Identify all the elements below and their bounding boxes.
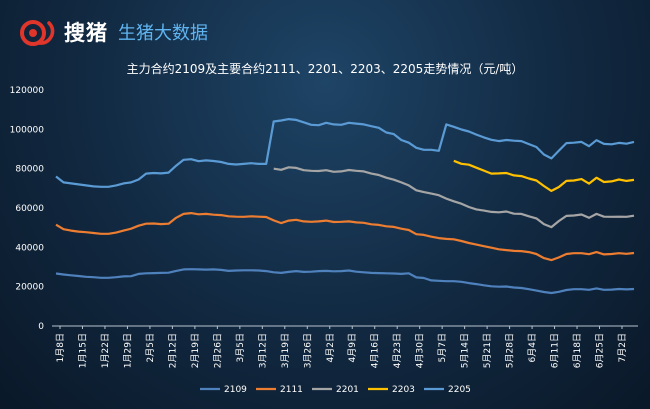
x-tick-label: 1月8日 [55,333,66,362]
y-tick-label: 120000 [10,86,45,96]
y-tick-label: 60000 [15,204,44,214]
y-tick-label: 40000 [15,243,44,253]
chart-title: 主力合约2109及主要合约2111、2201、2203、2205走势情况（元/吨… [126,62,524,76]
series-line-2109 [55,268,635,295]
x-tick-label: 4月23日 [392,333,403,368]
y-tick-label: 100000 [10,125,45,135]
x-tick-label: 6月11日 [550,333,561,368]
series-line-2203 [453,159,635,192]
series-lines [55,118,635,295]
axes: 0 20000 40000 60000 80000 100000 120000 1月8日 1月1… [10,86,638,368]
y-tick-label: 80000 [15,165,44,175]
x-tick-label: 5月28日 [505,333,516,368]
x-tick-label: 4月30日 [415,333,426,368]
x-tick-label: 6月4日 [527,333,538,362]
brand-header: 搜猪 生猪大数据 [18,14,208,50]
x-tick-label: 7月2日 [617,333,628,362]
x-tick-label: 2月26日 [212,333,223,368]
series-line-2201 [273,166,635,229]
series-line-2205 [55,118,635,188]
x-tick-label: 5月21日 [482,333,493,368]
pig-logo-icon [20,20,55,46]
x-tick-label: 3月19日 [280,333,291,368]
x-tick-label: 5月7日 [437,333,448,362]
x-tick-label: 3月12日 [257,333,268,368]
x-tick-label: 4月16日 [370,333,381,368]
legend-label-2111: 2111 [280,385,303,395]
x-tick-label: 2月12日 [167,333,178,368]
x-tick-label: 3月26日 [302,333,313,368]
brand-name: 搜猪 [64,20,108,45]
legend-label-2203: 2203 [392,385,415,395]
y-tick-label: 20000 [15,283,44,293]
x-tick-label: 6月25日 [595,333,606,368]
y-tick-label: 0 [38,322,44,332]
legend-label-2109: 2109 [224,385,247,395]
x-tick-label: 1月15日 [77,333,88,368]
x-tick-label: 2月19日 [190,333,201,368]
x-tick-label: 2月5日 [145,333,156,362]
x-tick-label: 1月29日 [122,333,133,368]
x-tick-label: 5月14日 [460,333,471,368]
brand-subtitle: 生猪大数据 [118,23,208,44]
x-tick-label: 6月18日 [572,333,583,368]
legend: 2109 2111 2201 2203 2205 [200,385,471,395]
legend-label-2201: 2201 [336,385,359,395]
legend-label-2205: 2205 [448,385,471,395]
x-tick-label: 4月9日 [347,333,358,362]
x-tick-label: 3月5日 [235,333,246,362]
x-tick-label: 1月22日 [100,333,111,368]
x-tick-label: 4月2日 [325,333,336,362]
series-line-2111 [55,212,635,262]
